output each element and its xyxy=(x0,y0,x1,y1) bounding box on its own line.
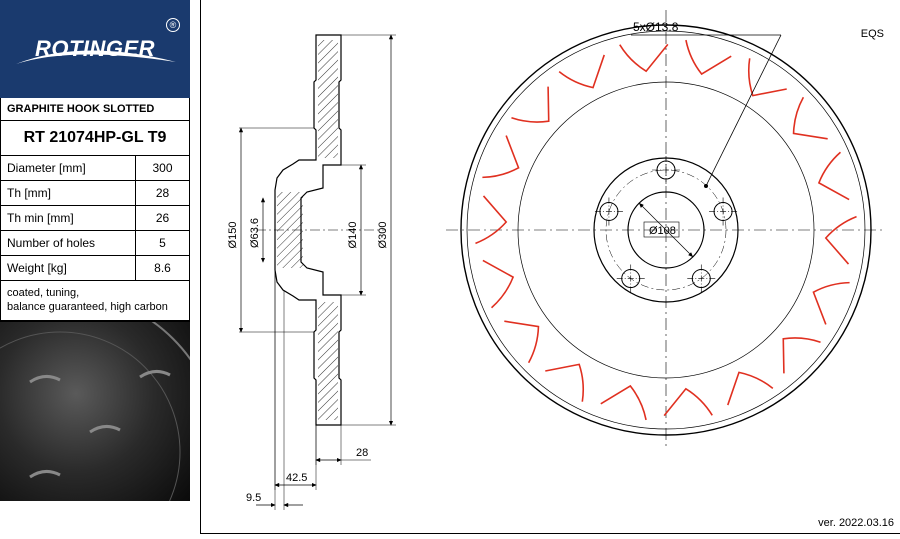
product-title: GRAPHITE HOOK SLOTTED xyxy=(0,98,190,121)
technical-drawing: ROTINGER Ø300 xyxy=(200,0,900,534)
eqs-label: EQS xyxy=(861,28,884,40)
brand-logo: ROTINGER ® xyxy=(0,0,190,98)
drawing-svg: ROTINGER Ø300 xyxy=(201,0,900,534)
table-row: Weight [kg]8.6 xyxy=(1,256,190,281)
spec-table: Diameter [mm]300 Th [mm]28 Th min [mm]26… xyxy=(0,156,190,281)
bolt-callout: 5xØ13.8 Ø108 xyxy=(631,20,781,237)
version-label: ver. 2022.03.16 xyxy=(818,517,894,529)
registered-icon: ® xyxy=(166,18,180,32)
table-row: Diameter [mm]300 xyxy=(1,156,190,181)
svg-text:9.5: 9.5 xyxy=(246,492,261,504)
table-row: Th min [mm]26 xyxy=(1,206,190,231)
svg-text:5xØ13.8: 5xØ13.8 xyxy=(633,20,679,34)
svg-text:Ø140: Ø140 xyxy=(347,222,359,249)
svg-text:Ø300: Ø300 xyxy=(377,222,389,249)
side-view: Ø300 Ø150 Ø63.6 Ø140 28 42.5 xyxy=(227,35,396,510)
product-photo xyxy=(0,321,190,501)
svg-text:Ø63.6: Ø63.6 xyxy=(249,218,261,248)
part-number: RT 21074HP-GL T9 xyxy=(0,121,190,156)
product-notes: coated, tuning, balance guaranteed, high… xyxy=(0,281,190,321)
svg-text:Ø108: Ø108 xyxy=(649,225,676,237)
svg-text:42.5: 42.5 xyxy=(286,472,307,484)
svg-text:Ø150: Ø150 xyxy=(227,222,239,249)
left-panel: ROTINGER ® GRAPHITE HOOK SLOTTED RT 2107… xyxy=(0,0,190,534)
table-row: Th [mm]28 xyxy=(1,181,190,206)
table-row: Number of holes5 xyxy=(1,231,190,256)
svg-text:28: 28 xyxy=(356,447,368,459)
